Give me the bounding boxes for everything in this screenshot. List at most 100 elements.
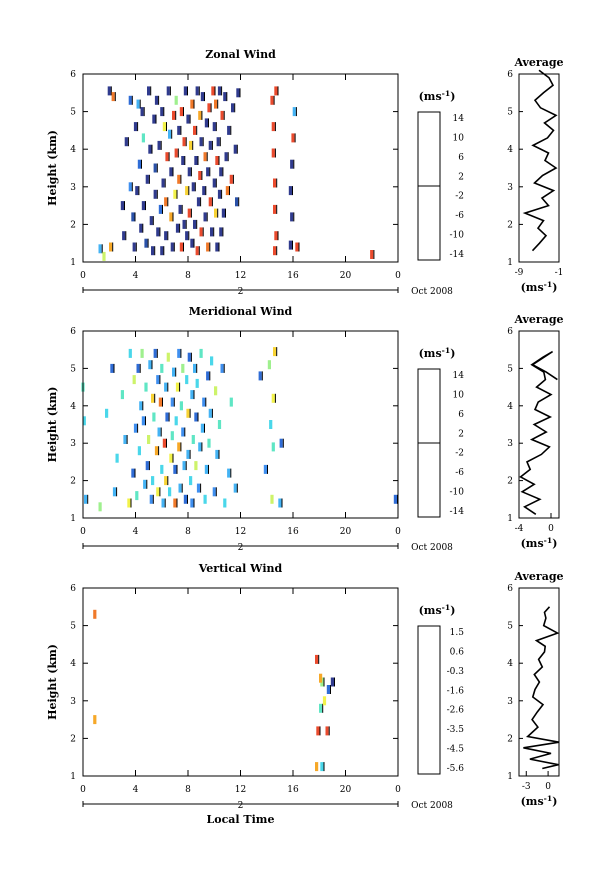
contour-line <box>163 107 165 117</box>
contour-line <box>217 99 219 109</box>
colorbar-tick-label: 10 <box>453 390 465 400</box>
data-cell <box>206 242 210 252</box>
contour-line <box>156 163 158 173</box>
profile-y-tick-label: 4 <box>507 659 513 669</box>
profile-title: Average <box>513 313 563 326</box>
data-cell <box>258 371 262 381</box>
contour-line <box>196 219 198 229</box>
data-cell <box>193 125 197 135</box>
data-cell <box>223 498 227 508</box>
y-tick-label: 1 <box>70 258 76 268</box>
contour-line <box>236 483 238 493</box>
data-cell <box>84 494 88 504</box>
data-cell <box>174 416 178 426</box>
data-cell <box>161 498 165 508</box>
data-cell <box>193 219 197 229</box>
contour-line <box>277 231 279 241</box>
contour-line <box>222 227 224 237</box>
contour-line <box>137 122 139 132</box>
data-cell <box>183 494 187 504</box>
contour-line <box>188 186 190 196</box>
contour-line <box>196 125 198 135</box>
contour-line <box>150 86 152 96</box>
data-cell <box>178 204 182 214</box>
colorbar-tick-label: -0.3 <box>447 667 465 677</box>
x-tick-label: 0 <box>80 785 86 795</box>
contour-line <box>177 148 179 158</box>
data-cell <box>393 494 397 504</box>
data-cell <box>144 382 148 392</box>
contour-line <box>173 242 175 252</box>
data-cell <box>136 99 140 109</box>
contour-line <box>215 122 217 132</box>
data-cell <box>212 122 216 132</box>
data-cell <box>210 227 214 237</box>
contour-line <box>218 242 220 252</box>
contour-line <box>162 397 163 407</box>
x-tick-label: 12 <box>235 271 246 281</box>
contour-line <box>205 397 207 407</box>
contour-line <box>226 92 228 102</box>
contour-line <box>261 371 263 381</box>
data-cell <box>195 378 199 388</box>
data-cell <box>157 427 161 437</box>
contour-line <box>225 208 226 218</box>
contour-line <box>193 498 195 508</box>
data-cell <box>279 438 283 448</box>
contour-line <box>294 133 296 143</box>
x-tick-label: 0 <box>395 527 401 537</box>
y-tick-label: 6 <box>70 70 76 80</box>
data-cell <box>120 201 124 211</box>
contour-line <box>179 382 181 392</box>
x-axis-label: Local Time <box>207 813 275 826</box>
data-cell <box>152 114 156 124</box>
data-cell <box>271 148 275 158</box>
contour-line <box>189 408 191 418</box>
contour-line <box>293 212 295 222</box>
profile-line <box>523 606 560 770</box>
data-cell <box>177 125 181 135</box>
contour-line <box>190 352 192 362</box>
data-cell <box>219 167 223 177</box>
data-cell <box>164 197 168 207</box>
data-cell <box>151 246 155 256</box>
contour-line <box>146 479 148 489</box>
data-cell <box>229 397 233 407</box>
y-tick-label: 4 <box>70 402 76 412</box>
data-cell <box>166 352 170 362</box>
y-tick-label: 2 <box>70 734 76 744</box>
data-cell <box>196 483 201 493</box>
data-cell <box>141 133 145 143</box>
data-cell <box>208 408 212 418</box>
contour-line <box>236 144 238 154</box>
data-cell <box>267 360 271 370</box>
y-tick-label: 3 <box>70 183 76 193</box>
data-cell <box>164 476 168 486</box>
data-cell <box>208 197 212 207</box>
contour-line <box>277 86 279 96</box>
x-tick-label: 0 <box>80 271 86 281</box>
data-cell <box>168 129 172 139</box>
contour-line <box>183 107 184 117</box>
data-cell <box>315 654 319 664</box>
x-tick-label: 12 <box>235 785 246 795</box>
data-cell <box>330 677 334 687</box>
data-cell <box>141 201 145 211</box>
profile-x-tick-label: 0 <box>548 524 554 534</box>
data-cell <box>177 442 181 452</box>
data-cell <box>315 762 319 772</box>
data-cell <box>325 726 329 736</box>
x-tick-label: 4 <box>133 785 139 795</box>
data-cell <box>199 348 203 358</box>
profile-title: Average <box>513 570 563 583</box>
data-cell <box>147 86 151 96</box>
data-cell <box>153 163 157 173</box>
data-cell <box>206 371 210 381</box>
profile-x-tick-label: -4 <box>515 524 524 534</box>
contour-line <box>192 140 194 150</box>
data-cell <box>156 375 160 385</box>
data-cell <box>132 242 136 252</box>
data-cell <box>173 189 177 199</box>
data-cell <box>215 242 219 252</box>
